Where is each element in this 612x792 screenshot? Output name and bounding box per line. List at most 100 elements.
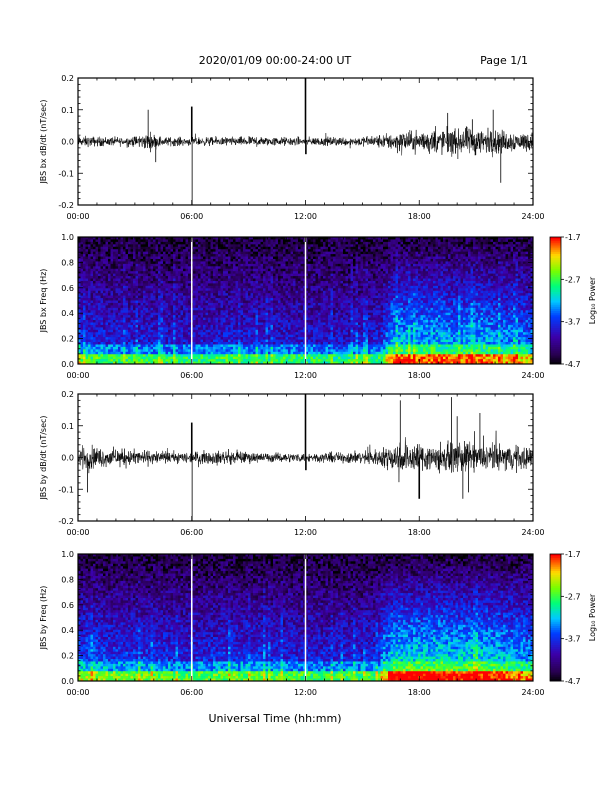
heat-cell xyxy=(128,288,131,292)
heat-cell xyxy=(260,346,264,350)
heat-cell xyxy=(135,354,139,357)
heat-cell xyxy=(158,276,161,279)
heat-cell xyxy=(105,237,109,240)
heat-cell xyxy=(193,256,196,260)
heat-cell xyxy=(275,285,279,289)
heat-cell xyxy=(88,361,91,365)
heat-cell xyxy=(105,334,109,338)
heat-cell xyxy=(278,241,281,245)
heat-cell xyxy=(148,241,151,245)
heat-cell xyxy=(280,246,284,250)
heat-cell xyxy=(180,244,184,248)
heat-cell xyxy=(130,293,134,296)
heat-cell xyxy=(248,334,251,338)
heat-cell xyxy=(143,361,146,365)
heat-cell xyxy=(123,258,126,262)
heat-cell xyxy=(288,351,291,355)
heat-cell xyxy=(265,351,269,355)
heat-cell xyxy=(98,310,101,314)
heat-cell xyxy=(133,322,136,326)
heat-cell xyxy=(130,237,134,240)
heat-cell xyxy=(230,359,234,362)
heat-cell xyxy=(123,244,126,248)
heat-cell xyxy=(80,288,84,292)
heat-cell xyxy=(260,332,264,335)
heat-cell xyxy=(150,315,154,318)
heat-cell xyxy=(113,339,116,343)
heat-cell xyxy=(273,342,276,345)
heat-cell xyxy=(170,246,174,250)
heat-cell xyxy=(158,295,161,299)
heat-cell xyxy=(235,315,239,318)
heat-cell xyxy=(158,237,161,240)
heat-cell xyxy=(280,302,284,306)
heat-cell xyxy=(98,278,101,282)
heat-cell xyxy=(218,293,221,296)
heat-cell xyxy=(280,293,284,296)
heat-cell xyxy=(80,246,84,250)
heat-cell xyxy=(113,288,116,292)
heat-cell xyxy=(180,354,184,357)
heat-cell xyxy=(138,276,141,279)
heat-cell xyxy=(240,339,244,343)
heat-cell xyxy=(303,266,306,270)
heat-cell xyxy=(303,337,306,340)
heat-cell xyxy=(228,320,231,323)
heat-cell xyxy=(178,258,181,262)
heat-cell xyxy=(308,249,311,252)
heat-cell xyxy=(103,237,106,240)
heat-cell xyxy=(108,332,111,335)
heat-cell xyxy=(153,310,156,314)
heat-cell xyxy=(120,310,124,314)
heat-cell xyxy=(215,344,219,348)
heat-cell xyxy=(168,324,171,328)
heat-cell xyxy=(233,298,236,301)
heat-cell xyxy=(215,283,219,287)
heat-cell xyxy=(170,273,174,277)
heat-cell xyxy=(198,342,201,345)
heat-cell xyxy=(180,290,184,294)
heat-cell xyxy=(178,254,181,257)
heat-cell xyxy=(280,339,284,343)
heat-cell xyxy=(245,354,249,357)
heat-cell xyxy=(180,246,184,250)
heat-cell xyxy=(220,278,224,282)
heat-cell xyxy=(85,293,89,296)
heat-cell xyxy=(143,302,146,306)
heat-cell xyxy=(88,359,91,362)
heat-cell xyxy=(135,241,139,245)
heat-cell xyxy=(163,344,166,348)
heat-cell xyxy=(163,295,166,299)
heat-cell xyxy=(140,237,144,240)
heat-cell xyxy=(308,320,311,323)
heat-cell xyxy=(93,249,96,252)
heat-cell xyxy=(135,322,139,326)
heat-cell xyxy=(195,280,199,284)
heat-cell xyxy=(300,254,304,257)
heat-cell xyxy=(288,298,291,301)
heat-cell xyxy=(133,285,136,289)
heat-cell xyxy=(198,241,201,245)
heat-cell xyxy=(205,241,209,245)
heat-cell xyxy=(143,310,146,314)
heat-cell xyxy=(298,349,301,353)
heat-cell xyxy=(155,344,159,348)
heat-cell xyxy=(298,320,301,323)
heat-cell xyxy=(210,280,214,284)
heat-cell xyxy=(170,317,174,321)
heat-cell xyxy=(268,315,271,318)
heat-cell xyxy=(135,342,139,345)
heat-cell xyxy=(285,244,289,248)
heat-cell xyxy=(263,280,266,284)
heat-cell xyxy=(198,327,201,331)
heat-cell xyxy=(253,288,256,292)
heat-cell xyxy=(260,320,264,323)
heat-cell xyxy=(155,337,159,340)
heat-cell xyxy=(198,332,201,335)
heat-cell xyxy=(108,266,111,270)
heat-cell xyxy=(128,344,131,348)
heat-cell xyxy=(165,268,169,272)
heat-cell xyxy=(218,273,221,277)
heat-cell xyxy=(165,241,169,245)
heat-cell xyxy=(303,307,306,311)
